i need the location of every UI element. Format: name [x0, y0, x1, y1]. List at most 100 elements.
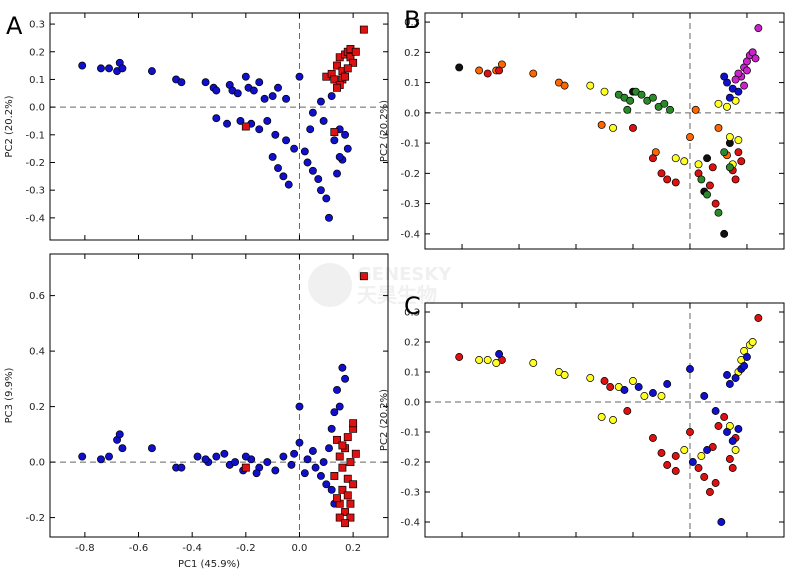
x-tick-label: -0.4 — [182, 543, 202, 554]
data-point — [720, 72, 729, 81]
x-tick-label: 0.2 — [345, 543, 361, 554]
data-point — [743, 66, 751, 75]
data-point — [78, 452, 87, 461]
data-point — [751, 54, 760, 63]
data-point — [231, 458, 240, 467]
data-point — [731, 374, 740, 382]
data-point — [694, 464, 703, 472]
data-point — [711, 407, 720, 415]
data-point — [287, 460, 296, 469]
data-point — [118, 444, 127, 453]
data-point-square — [330, 472, 339, 480]
plot-frame — [49, 253, 389, 538]
data-point — [279, 452, 288, 461]
data-point — [252, 469, 261, 478]
data-point — [680, 446, 689, 454]
data-point — [703, 190, 712, 199]
data-point — [529, 359, 538, 367]
data-point-square — [338, 441, 347, 450]
data-point — [97, 64, 105, 73]
data-point-square — [349, 480, 358, 489]
data-point — [705, 488, 714, 496]
data-point — [597, 120, 606, 129]
data-point — [193, 452, 202, 461]
data-point-square — [343, 474, 352, 483]
data-point — [223, 119, 231, 128]
data-point — [322, 194, 331, 203]
data-point — [300, 469, 309, 478]
y-tick-label: 0.2 — [404, 48, 420, 59]
data-point-square — [349, 419, 358, 428]
data-point — [714, 99, 723, 108]
plot-frame — [424, 302, 785, 538]
data-point — [723, 102, 731, 111]
y-tick-label: -0.2 — [400, 169, 420, 180]
data-point — [734, 148, 743, 157]
data-point — [708, 163, 717, 172]
data-point — [295, 72, 304, 81]
y-tick-label: -0.1 — [400, 428, 420, 439]
data-point — [626, 96, 635, 105]
y-tick-label: 0.3 — [404, 18, 420, 29]
y-tick-label: 0.0 — [404, 398, 420, 409]
data-point — [303, 158, 312, 167]
data-point — [343, 144, 352, 153]
data-point — [271, 130, 280, 139]
data-point — [327, 92, 336, 100]
data-point — [475, 356, 484, 364]
data-point-square — [346, 513, 355, 522]
data-point — [623, 407, 632, 415]
data-point — [663, 461, 672, 469]
chart-panel: -0.4 -0.3 -0.2 -0.1 0.0 0.1 0.2 0.3 PC2 (20.2%) B — [379, 6, 785, 250]
data-point — [680, 157, 689, 166]
data-point — [177, 463, 186, 472]
x-tick-label: -0.6 — [129, 543, 149, 554]
data-point — [308, 447, 317, 455]
data-point — [268, 92, 277, 100]
data-point — [717, 518, 726, 526]
data-point — [333, 386, 341, 394]
data-point — [316, 97, 325, 106]
data-point-square — [346, 458, 355, 467]
data-point — [212, 86, 221, 95]
data-point — [657, 169, 666, 178]
data-point — [740, 362, 749, 370]
data-point — [737, 157, 746, 166]
data-point — [720, 148, 729, 157]
x-tick-label: -0.8 — [75, 543, 95, 554]
data-point — [274, 164, 282, 172]
data-point — [492, 359, 501, 367]
data-point — [600, 377, 609, 385]
data-point — [731, 446, 740, 454]
data-point — [97, 455, 105, 464]
data-point — [335, 153, 344, 161]
data-point — [220, 449, 229, 458]
data-point — [335, 402, 344, 411]
data-point — [241, 452, 250, 461]
plot-frame — [49, 12, 389, 241]
data-point — [725, 380, 734, 388]
data-point-square — [333, 61, 341, 70]
data-point — [634, 383, 643, 391]
data-point — [606, 383, 615, 391]
data-point-square — [359, 25, 368, 34]
data-point — [271, 466, 280, 475]
data-point — [754, 24, 763, 33]
data-point — [483, 69, 492, 78]
data-point — [308, 166, 317, 175]
data-point — [105, 64, 113, 73]
data-point — [743, 353, 751, 361]
data-point — [333, 169, 341, 178]
data-point — [725, 133, 734, 142]
data-point — [255, 125, 264, 134]
data-point — [586, 374, 595, 382]
data-point — [648, 154, 657, 163]
data-point — [740, 81, 749, 90]
data-point — [300, 147, 309, 156]
data-point — [263, 458, 272, 467]
data-point — [691, 105, 700, 114]
data-point — [279, 172, 288, 181]
data-point — [686, 133, 694, 142]
data-point — [341, 374, 350, 383]
data-point-square — [330, 75, 339, 84]
